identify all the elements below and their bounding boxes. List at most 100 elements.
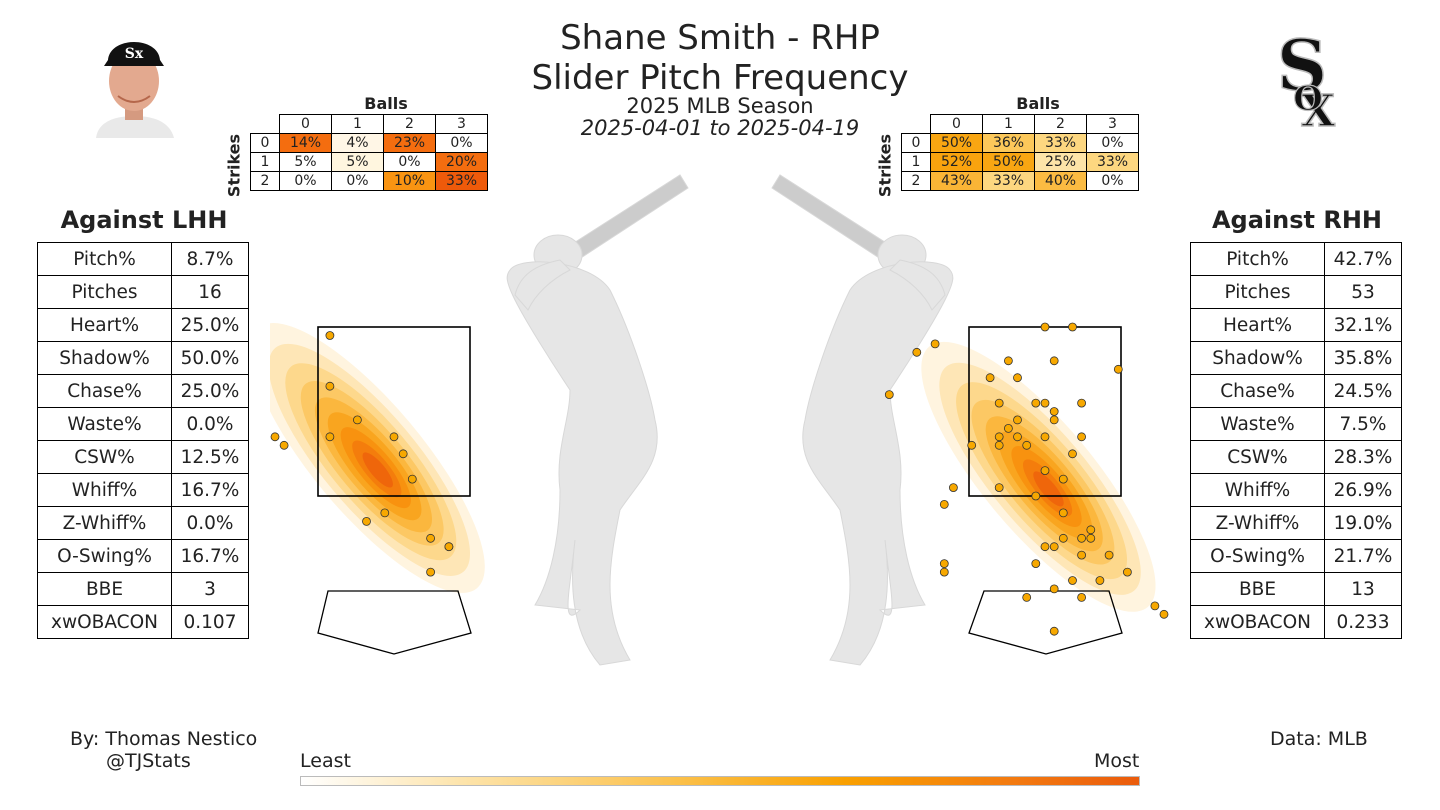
stat-value: 26.9% <box>1324 473 1402 507</box>
stat-row: Waste% 7.5% <box>1190 407 1402 441</box>
home-plate-right <box>968 590 1123 655</box>
pitch-point <box>994 483 1004 493</box>
stat-value: 16.7% <box>171 539 249 573</box>
pitch-point <box>1022 440 1032 450</box>
pitch-point <box>1004 356 1013 366</box>
count-cell: 5% <box>331 152 384 172</box>
pitch-point <box>362 516 371 526</box>
stat-label: O-Swing% <box>1190 539 1325 573</box>
left-strikes-label: Strikes <box>224 133 244 198</box>
count-cell: 10% <box>383 171 436 191</box>
stat-row: Heart% 32.1% <box>1190 308 1402 342</box>
pitch-point <box>884 390 894 400</box>
strikes-header: 0 <box>250 133 280 153</box>
legend-least: Least <box>300 750 351 772</box>
stat-label: Heart% <box>1190 308 1325 342</box>
stat-value: 12.5% <box>171 440 249 474</box>
grid-corner <box>251 115 280 134</box>
pitch-point <box>380 508 390 518</box>
stat-value: 53 <box>1324 275 1402 309</box>
home-plate-left <box>317 590 472 655</box>
pitch-point <box>1049 415 1059 425</box>
balls-header: 3 <box>1086 114 1139 134</box>
pitch-point <box>985 373 995 383</box>
pitch-point <box>1013 373 1022 383</box>
pitch-point <box>1077 550 1086 560</box>
pitch-points <box>270 322 1169 636</box>
count-cell: 14% <box>279 133 332 153</box>
balls-header: 2 <box>1034 114 1087 134</box>
pitch-point <box>1031 559 1041 569</box>
pitch-location-plot <box>270 174 1169 666</box>
pitch-point <box>949 483 958 493</box>
stat-row: CSW% 12.5% <box>37 440 249 474</box>
pitch-point <box>1150 601 1160 611</box>
stat-value: 3 <box>171 572 249 606</box>
legend-colorbar <box>300 776 1140 786</box>
stat-label: xwOBACON <box>1190 605 1325 639</box>
pitch-point <box>398 449 408 459</box>
stat-label: Z-Whiff% <box>1190 506 1325 540</box>
count-cell: 0% <box>1086 133 1139 153</box>
right-stats-table: Pitch% 42.7% Pitches 53 Heart% 32.1% Shadow% 35… <box>1190 242 1402 639</box>
pitch-point <box>1013 415 1022 425</box>
count-cell: 40% <box>1034 171 1087 191</box>
data-source: Data: MLB <box>1270 728 1368 750</box>
stat-label: Waste% <box>1190 407 1325 441</box>
stat-label: CSW% <box>37 440 172 474</box>
batter-silhouette-left <box>506 174 689 666</box>
balls-header: 1 <box>331 114 384 134</box>
season-label: 2025 MLB Season <box>626 94 814 118</box>
pitch-point <box>994 432 1004 442</box>
left-panel-title: Against LHH <box>60 206 228 234</box>
stat-row: Whiff% 16.7% <box>37 473 249 507</box>
stat-label: Pitch% <box>1190 242 1325 276</box>
pitch-point <box>426 533 436 543</box>
grid-corner <box>902 115 931 134</box>
pitch-point <box>994 440 1004 450</box>
pitch-point <box>912 347 922 357</box>
stat-row: Pitches 16 <box>37 275 249 309</box>
stat-value: 28.3% <box>1324 440 1402 474</box>
count-grid-row: 0 50% 36% 33% 0% <box>901 133 1139 153</box>
stat-value: 19.0% <box>1324 506 1402 540</box>
stat-row: xwOBACON 0.233 <box>1190 605 1402 639</box>
count-grid-row: 1 52% 50% 25% 33% <box>901 152 1139 172</box>
pitch-point <box>939 559 949 569</box>
count-cell: 23% <box>383 133 436 153</box>
right-balls-label: Balls <box>1016 94 1060 113</box>
pitch-point <box>1077 398 1086 408</box>
pitch-point <box>1095 576 1105 585</box>
stat-value: 16 <box>171 275 249 309</box>
stat-value: 13 <box>1324 572 1402 606</box>
stat-row: Shadow% 50.0% <box>37 341 249 375</box>
stat-label: Whiff% <box>1190 473 1325 507</box>
pitch-point <box>1049 356 1059 366</box>
stat-row: Z-Whiff% 0.0% <box>37 506 249 540</box>
stat-label: BBE <box>37 572 172 606</box>
stat-value: 50.0% <box>171 341 249 375</box>
author-handle: @TJStats <box>106 750 191 772</box>
stat-row: Heart% 25.0% <box>37 308 249 342</box>
stat-value: 35.8% <box>1324 341 1402 375</box>
stat-value: 21.7% <box>1324 539 1402 573</box>
stat-label: Whiff% <box>37 473 172 507</box>
pitch-point <box>325 331 335 340</box>
balls-header: 0 <box>279 114 332 134</box>
count-cell: 33% <box>982 171 1035 191</box>
pitch-point <box>1113 364 1123 374</box>
svg-text:S: S <box>1277 28 1328 107</box>
stat-value: 0.233 <box>1324 605 1402 639</box>
stat-value: 16.7% <box>171 473 249 507</box>
stat-row: Chase% 25.0% <box>37 374 249 408</box>
player-headshot: Sx <box>96 42 174 138</box>
balls-header: 3 <box>435 114 488 134</box>
stat-label: Pitches <box>37 275 172 309</box>
stat-row: Waste% 0.0% <box>37 407 249 441</box>
pitch-point <box>1159 609 1169 619</box>
pitch-point <box>325 432 335 442</box>
pitch-point <box>325 381 335 391</box>
stat-row: O-Swing% 21.7% <box>1190 539 1402 573</box>
pitch-point <box>1058 533 1068 543</box>
